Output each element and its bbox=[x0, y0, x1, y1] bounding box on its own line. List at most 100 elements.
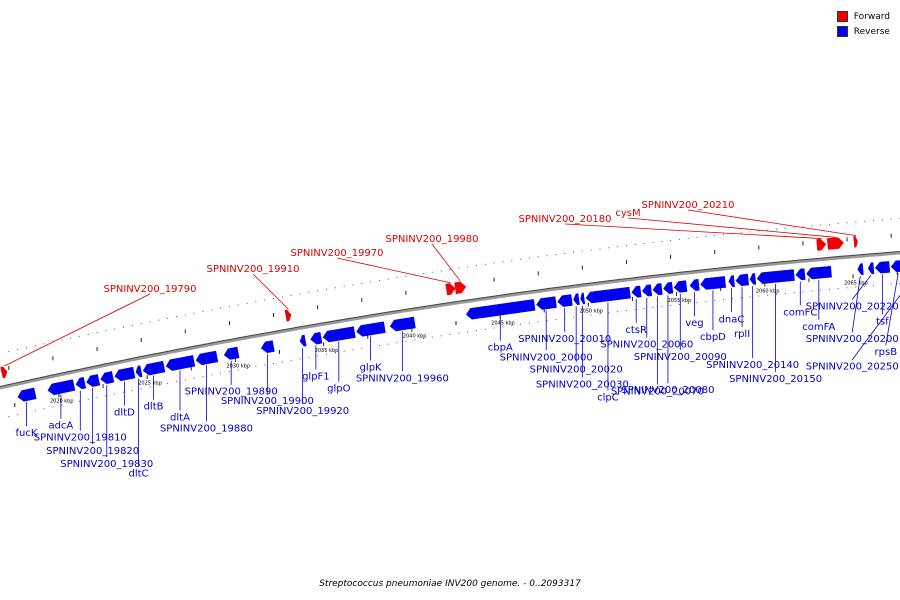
reverse-gene-arrow bbox=[310, 331, 323, 345]
reverse-gene-label: cbpA bbox=[488, 343, 513, 354]
legend-item-reverse: Reverse bbox=[836, 24, 890, 39]
forward-leader-line bbox=[627, 217, 836, 238]
reverse-gene-label: SPNINV200_19880 bbox=[160, 423, 253, 434]
reverse-gene-label: SPNINV200_20070 bbox=[611, 386, 704, 397]
reverse-leader-line bbox=[851, 275, 872, 300]
scale-tick-label: 2045 kbp bbox=[491, 320, 515, 326]
reverse-gene-arrow bbox=[580, 292, 586, 305]
reverse-gene-arrow bbox=[322, 326, 356, 343]
reverse-gene-arrow bbox=[75, 377, 87, 390]
reverse-gene-arrow bbox=[195, 350, 219, 366]
scale-tick-label: 2025 kbp bbox=[138, 380, 162, 386]
reverse-gene-arrow bbox=[86, 374, 101, 387]
reverse-gene-label: glpF1 bbox=[302, 372, 330, 383]
scale-tick-label: 2050 kbp bbox=[579, 308, 603, 314]
reverse-gene-label: SPNINV200_19810 bbox=[34, 433, 127, 444]
reverse-gene-label: adcA bbox=[48, 421, 73, 432]
reverse-gene-arrow bbox=[673, 280, 688, 293]
legend-item-forward: Forward bbox=[836, 9, 890, 24]
reverse-gene-label: SPNINV200_20080 bbox=[621, 385, 714, 396]
reverse-gene-arrow bbox=[465, 299, 536, 320]
reverse-gene-arrow bbox=[100, 371, 115, 384]
reverse-gene-arrow bbox=[356, 321, 386, 337]
reverse-gene-arrow bbox=[728, 275, 735, 287]
reverse-gene-label: SPNINV200_19830 bbox=[60, 459, 153, 470]
reverse-gene-arrow bbox=[756, 269, 795, 284]
forward-leader-line bbox=[4, 293, 151, 367]
gene-features bbox=[0, 235, 900, 402]
reverse-gene-label: SPNINV200_20010 bbox=[518, 334, 611, 345]
reverse-gene-arrow bbox=[573, 293, 580, 306]
reverse-gene-label: fucK bbox=[16, 428, 38, 439]
forward-gene-arrow bbox=[445, 283, 456, 296]
reverse-gene-arrow bbox=[165, 355, 196, 371]
reverse-gene-arrow bbox=[749, 273, 757, 285]
reverse-gene-arrow bbox=[890, 259, 900, 273]
reverse-gene-arrow bbox=[874, 261, 891, 274]
genome-caption: Streptococcus pneumoniae INV200 genome. … bbox=[319, 579, 581, 589]
forward-gene-label: SPNINV200_19970 bbox=[290, 248, 383, 259]
forward-gene-arrow bbox=[826, 237, 844, 250]
reverse-gene-arrow bbox=[142, 360, 166, 376]
scale-tick-label: 2055 kbp bbox=[668, 298, 692, 304]
reverse-gene-arrow bbox=[857, 263, 864, 275]
reverse-gene-label: glpO bbox=[327, 384, 350, 395]
reverse-leader-line bbox=[885, 273, 899, 346]
forward-gene-arrow bbox=[284, 309, 292, 322]
reverse-gene-label: dnaC bbox=[719, 314, 745, 325]
reverse-gene-label: clpC bbox=[597, 392, 619, 403]
forward-gene-label: cysM bbox=[615, 208, 640, 219]
forward-leader-line bbox=[687, 209, 856, 236]
reverse-gene-arrow bbox=[223, 346, 240, 360]
reverse-gene-label: SPNINV200_20090 bbox=[634, 352, 727, 363]
scale-tick-label: 2030 kbp bbox=[226, 363, 250, 369]
reverse-gene-label: SPNINV200_20250 bbox=[806, 362, 899, 373]
reverse-gene-label: rpsB bbox=[875, 347, 898, 358]
reverse-gene-label: SPNINV200_20150 bbox=[729, 374, 822, 385]
reverse-gene-label: rplI bbox=[734, 329, 750, 340]
reverse-leader-line bbox=[851, 276, 861, 333]
reverse-gene-label: SPNINV200_19920 bbox=[256, 406, 349, 417]
reverse-gene-arrow bbox=[114, 366, 136, 382]
legend-swatch-reverse bbox=[836, 26, 848, 37]
reverse-gene-arrow bbox=[795, 268, 806, 281]
forward-leader-line bbox=[336, 257, 451, 284]
reverse-gene-arrow bbox=[389, 316, 416, 332]
reverse-gene-label: SPNINV200_20220 bbox=[806, 301, 899, 312]
forward-gene-label: SPNINV200_19790 bbox=[103, 284, 196, 295]
reverse-gene-arrow bbox=[135, 365, 143, 378]
forward-gene-arrow bbox=[454, 281, 467, 294]
reverse-gene-label: dltA bbox=[170, 412, 190, 423]
reverse-gene-label: SPNINV200_20000 bbox=[500, 352, 593, 363]
reverse-gene-arrow bbox=[663, 281, 674, 294]
forward-gene-arrow bbox=[816, 238, 827, 251]
reverse-gene-arrow bbox=[260, 340, 275, 354]
reverse-gene-arrow bbox=[299, 334, 307, 347]
reverse-gene-label: veg bbox=[685, 318, 703, 329]
reverse-gene-label: SPNINV200_19820 bbox=[46, 446, 139, 457]
forward-gene-arrow bbox=[853, 235, 858, 248]
reverse-gene-arrow bbox=[536, 296, 557, 310]
genome-backbone-highlight bbox=[0, 251, 900, 387]
reverse-gene-arrow bbox=[689, 279, 700, 291]
reverse-gene-label: comFA bbox=[802, 322, 835, 333]
reverse-gene-arrow bbox=[631, 285, 642, 298]
reverse-gene-label: glpK bbox=[360, 362, 382, 373]
forward-gene-label: SPNINV200_19980 bbox=[385, 234, 478, 245]
scale-tick-label: 2065 kbp bbox=[844, 281, 868, 287]
forward-gene-label: SPNINV200_20180 bbox=[518, 214, 611, 225]
reverse-gene-arrow bbox=[806, 265, 832, 280]
reverse-gene-label: SPNINV200_20140 bbox=[706, 360, 799, 371]
legend-label-reverse: Reverse bbox=[853, 26, 890, 37]
reverse-gene-label: dltD bbox=[114, 407, 135, 418]
reverse-gene-arrow bbox=[557, 294, 573, 307]
reverse-gene-label: SPNINV200_20020 bbox=[530, 364, 623, 375]
forward-gene-label: SPNINV200_19910 bbox=[206, 264, 299, 275]
scale-tick-label: 2040 kbp bbox=[403, 333, 427, 339]
scale-tick-labels: 2020 kbp 2025 kbp 2030 kbp 2035 kbp 2040 kbp… bbox=[50, 281, 868, 405]
scale-tick-label: 2035 kbp bbox=[315, 348, 339, 354]
gene-labels: SPNINV200_19790 SPNINV200_19910 SPNINV200_… bbox=[16, 200, 899, 480]
reverse-gene-label: dltB bbox=[144, 402, 164, 413]
label-leader-lines bbox=[4, 209, 900, 467]
